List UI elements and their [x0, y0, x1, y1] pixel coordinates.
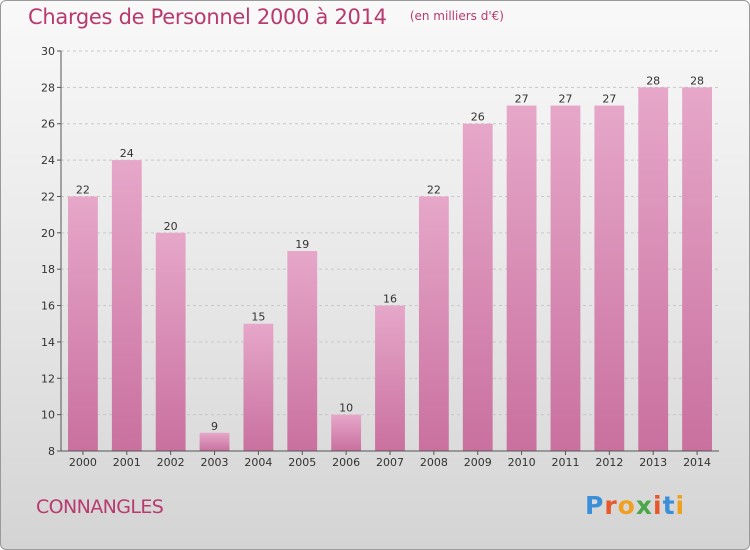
proxiti-logo: Proxiti — [585, 491, 685, 520]
y-tick-label: 20 — [41, 227, 55, 240]
data-label: 28 — [646, 74, 660, 87]
x-tick-label: 2014 — [683, 456, 711, 469]
bar — [199, 432, 230, 451]
commune-name: CONNANGLES — [36, 496, 164, 518]
title-row: Charges de Personnel 2000 à 2014 (en mil… — [28, 5, 504, 29]
x-tick-label: 2000 — [69, 456, 97, 469]
data-label: 26 — [471, 111, 485, 124]
data-label: 16 — [383, 293, 397, 306]
y-tick-label: 24 — [41, 154, 55, 167]
x-tick-label: 2004 — [244, 456, 272, 469]
x-tick-label: 2011 — [551, 456, 579, 469]
data-label: 22 — [427, 183, 441, 196]
x-tick-label: 2010 — [508, 456, 536, 469]
data-label: 27 — [515, 93, 529, 106]
x-tick-label: 2005 — [288, 456, 316, 469]
data-label: 10 — [339, 402, 353, 415]
bar — [111, 160, 142, 451]
bar — [594, 105, 625, 451]
x-tick-label: 2002 — [157, 456, 185, 469]
data-label: 22 — [76, 183, 90, 196]
data-label: 15 — [251, 311, 265, 324]
bar — [68, 196, 98, 451]
logo-letter: P — [585, 491, 605, 520]
data-label: 24 — [120, 147, 134, 160]
x-tick-label: 2009 — [464, 456, 492, 469]
data-label: 28 — [690, 74, 704, 87]
logo-letter: i — [675, 491, 686, 520]
x-tick-label: 2001 — [113, 456, 141, 469]
y-tick-label: 30 — [41, 45, 55, 58]
data-label: 19 — [295, 238, 309, 251]
logo-letter: t — [662, 491, 676, 520]
y-tick-label: 22 — [41, 190, 55, 203]
y-tick-label: 10 — [41, 409, 55, 422]
y-tick-label: 8 — [48, 445, 55, 458]
chart-subtitle: (en milliers d'€) — [409, 9, 504, 23]
x-tick-label: 2003 — [201, 456, 229, 469]
bar — [418, 196, 449, 451]
chart-title: Charges de Personnel 2000 à 2014 — [28, 5, 387, 29]
bar — [638, 87, 669, 451]
bar — [506, 105, 537, 451]
y-tick-label: 12 — [41, 372, 55, 385]
x-tick-label: 2006 — [332, 456, 360, 469]
bar — [287, 251, 318, 451]
logo-letter: x — [635, 491, 653, 520]
x-tick-label: 2013 — [639, 456, 667, 469]
bar — [375, 305, 405, 451]
data-label: 20 — [164, 220, 178, 233]
y-tick-label: 28 — [41, 81, 55, 94]
x-tick-label: 2007 — [376, 456, 404, 469]
logo-letter: o — [617, 491, 636, 520]
logo-letter: r — [604, 491, 618, 520]
data-label: 27 — [602, 93, 616, 106]
bar — [462, 123, 493, 452]
data-label: 9 — [211, 420, 218, 433]
logo-letter: i — [653, 491, 663, 520]
y-tick-label: 18 — [41, 263, 55, 276]
y-tick-label: 14 — [41, 336, 55, 349]
bar — [243, 323, 274, 451]
bar — [550, 105, 581, 451]
axis-layer: 8 10 12 14 16 18 20 22 24 26 28 30 2000 2001 2002 2003 2… — [41, 45, 719, 469]
bar — [155, 232, 186, 451]
bar — [331, 414, 362, 451]
bar — [682, 87, 712, 451]
x-tick-label: 2008 — [420, 456, 448, 469]
x-tick-label: 2012 — [595, 456, 623, 469]
data-label: 27 — [558, 93, 572, 106]
y-tick-label: 16 — [41, 300, 55, 313]
y-tick-label: 26 — [41, 118, 55, 131]
bars-layer: 22 24 20 9 15 19 10 16 22 26 27 27 27 28 28 — [68, 74, 712, 452]
